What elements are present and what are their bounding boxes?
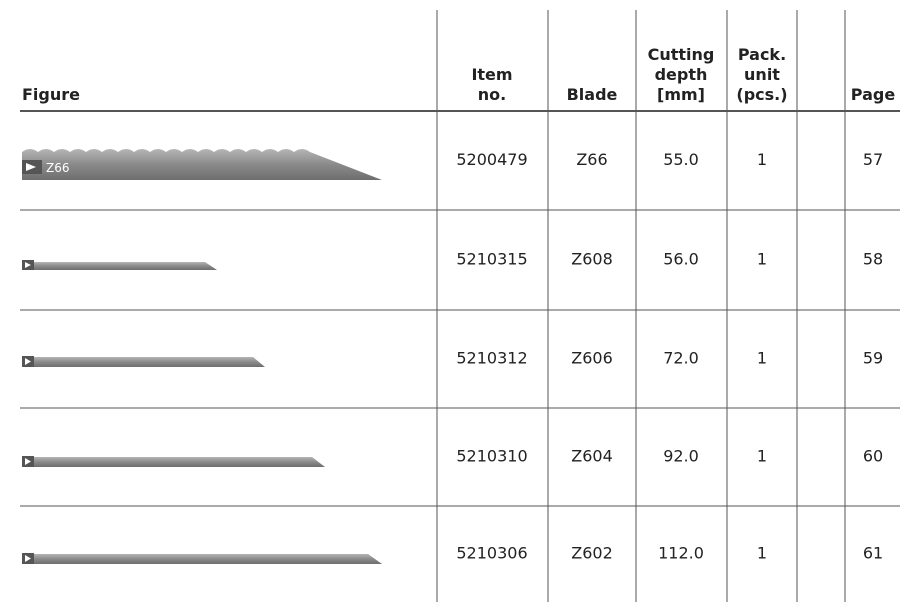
column-header: Item bbox=[471, 65, 512, 84]
table-cell: 1 bbox=[757, 349, 767, 368]
table-cell: 5200479 bbox=[456, 150, 527, 169]
blade-figures: Z66 bbox=[22, 149, 382, 564]
table-grid bbox=[20, 10, 900, 602]
table-cell: 55.0 bbox=[663, 150, 699, 169]
table-cell: 5210310 bbox=[456, 447, 527, 466]
table-cell: 56.0 bbox=[663, 250, 699, 269]
blade-figure: Z66 bbox=[22, 149, 382, 180]
table-cell: Z66 bbox=[576, 150, 607, 169]
column-header: Pack. bbox=[738, 45, 786, 64]
table-cell: 58 bbox=[863, 250, 883, 269]
column-header: [mm] bbox=[657, 85, 705, 104]
column-header: Cutting bbox=[648, 45, 715, 64]
table-cell: 1 bbox=[757, 544, 767, 563]
table-cell: 5210306 bbox=[456, 544, 527, 563]
blade-figure bbox=[22, 456, 325, 467]
blade-figure bbox=[22, 356, 265, 367]
table-cell: 61 bbox=[863, 544, 883, 563]
table-cell: Z606 bbox=[571, 349, 613, 368]
column-header: no. bbox=[478, 85, 506, 104]
column-header: (pcs.) bbox=[736, 85, 787, 104]
blade-figure bbox=[22, 553, 382, 564]
column-header: depth bbox=[655, 65, 708, 84]
table-cell: Z604 bbox=[571, 447, 613, 466]
table-cell: Z602 bbox=[571, 544, 613, 563]
column-header: Figure bbox=[22, 85, 80, 104]
table-cell: 57 bbox=[863, 150, 883, 169]
table-cell: 60 bbox=[863, 447, 883, 466]
table-cell: 112.0 bbox=[658, 544, 704, 563]
table-cell: 92.0 bbox=[663, 447, 699, 466]
table-cell: 5210312 bbox=[456, 349, 527, 368]
column-header: Blade bbox=[567, 85, 618, 104]
table-cell: 5210315 bbox=[456, 250, 527, 269]
table-cell: 59 bbox=[863, 349, 883, 368]
table-cell: 72.0 bbox=[663, 349, 699, 368]
table-cell: 1 bbox=[757, 250, 767, 269]
table-cell: 1 bbox=[757, 447, 767, 466]
table-cell: 1 bbox=[757, 150, 767, 169]
blade-label: Z66 bbox=[46, 161, 70, 175]
table-cell: Z608 bbox=[571, 250, 613, 269]
column-header: unit bbox=[744, 65, 780, 84]
blade-figure bbox=[22, 260, 217, 270]
column-header: Page bbox=[851, 85, 896, 104]
